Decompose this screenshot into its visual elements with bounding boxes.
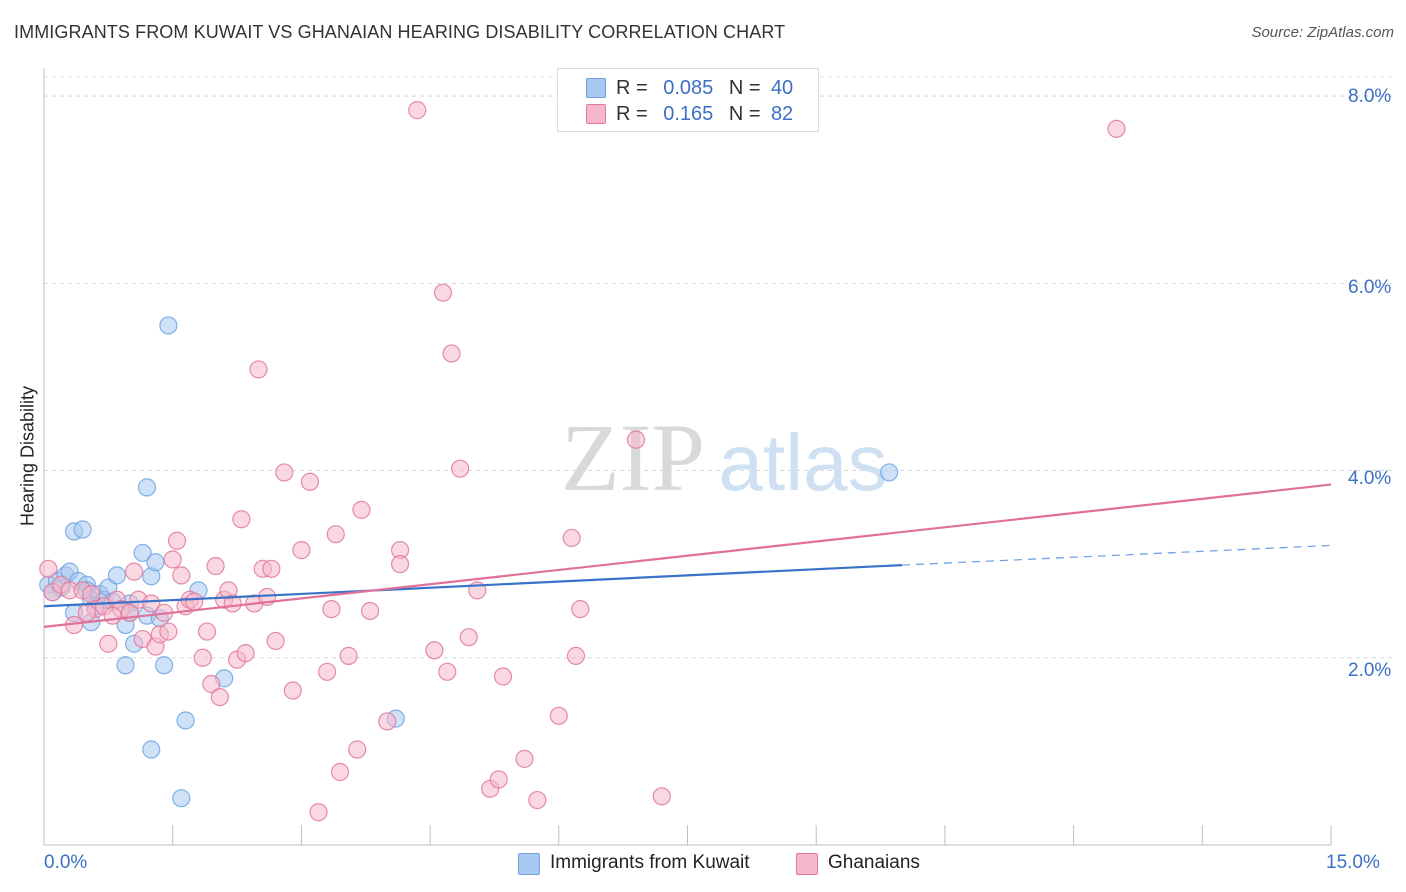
ghanaian-point <box>172 566 191 585</box>
ghanaian-point <box>330 762 350 782</box>
kuwait-point <box>146 553 165 572</box>
ghanaian-point <box>493 667 513 686</box>
ghanaian-point <box>360 601 380 621</box>
ghanaian-point <box>300 472 320 491</box>
legend-swatch-ghanaians <box>586 104 606 124</box>
ghanaian-point <box>528 790 547 810</box>
ghanaian-point <box>390 555 410 574</box>
legend-swatch-kuwait <box>586 78 606 98</box>
bottom-legend-label-ghanaians: Ghanaians <box>828 852 920 873</box>
ghanaian-trend-line <box>43 483 1332 628</box>
kuwait-point <box>159 316 178 335</box>
x-tick-15: 15.0% <box>1326 852 1380 873</box>
ghanaian-point <box>193 648 212 667</box>
kuwait-point <box>142 740 161 759</box>
ghanaian-point <box>309 803 328 822</box>
ghanaian-point <box>77 603 97 622</box>
ghanaian-point <box>459 628 478 647</box>
ghanaian-point <box>326 525 345 544</box>
data-points <box>39 101 1126 822</box>
ghanaian-point <box>322 599 341 619</box>
ghanaian-point <box>185 592 204 611</box>
ghanaian-point <box>197 622 217 641</box>
kuwait-trend-line <box>43 563 903 608</box>
ghanaian-point <box>442 344 461 363</box>
source-credit: Source: ZipAtlas.com <box>1251 24 1394 41</box>
trend-lines <box>43 483 1332 628</box>
ghanaian-point <box>266 631 285 651</box>
ghanaian-point <box>202 674 221 694</box>
ghanaian-point <box>339 646 358 665</box>
ghanaian-point <box>425 641 444 660</box>
watermark-zip: ZIP <box>561 404 705 511</box>
ghanaian-point <box>549 706 568 725</box>
ghanaian-point <box>124 562 144 581</box>
ghanaian-point <box>408 101 427 120</box>
bottom-legend-label-kuwait: Immigrants from Kuwait <box>550 852 750 873</box>
kuwait-point <box>155 656 174 675</box>
ghanaian-point <box>571 599 590 619</box>
ghanaian-point <box>566 646 586 665</box>
ghanaian-point <box>378 712 397 731</box>
ghanaian-point <box>515 749 534 768</box>
kuwait-point <box>176 711 195 730</box>
stats-legend: R = 0.085 N = 40 R = 0.165 N = 82 <box>557 68 819 132</box>
ghanaian-point <box>318 662 337 681</box>
kuwait-point <box>116 656 135 675</box>
gridlines <box>44 76 1392 659</box>
ghanaian-point <box>103 606 122 625</box>
y-tick-4: 4.0% <box>1348 468 1392 489</box>
legend-text-kuwait: R = 0.085 N = 40 <box>616 77 794 99</box>
kuwait-trend-extension <box>901 544 1332 566</box>
bottom-legend-swatch-kuwait <box>518 853 540 875</box>
kuwait-point <box>880 463 899 482</box>
kuwait-point <box>73 520 92 539</box>
ghanaian-point <box>206 556 225 576</box>
x-tick-0: 0.0% <box>44 852 88 873</box>
ghanaian-point <box>210 687 229 707</box>
ghanaian-point <box>626 430 646 449</box>
y-tick-6: 6.0% <box>1348 277 1392 298</box>
ghanaian-point <box>262 559 281 578</box>
ghanaian-point <box>167 531 187 550</box>
legend-text-ghanaians: R = 0.165 N = 82 <box>616 103 794 125</box>
ghanaian-point <box>163 550 182 569</box>
ghanaian-point <box>652 787 671 806</box>
ghanaian-point <box>283 681 302 700</box>
ghanaian-point <box>438 662 457 681</box>
ghanaian-point <box>275 463 294 482</box>
ghanaian-point <box>451 459 470 478</box>
ghanaian-point <box>348 740 367 759</box>
kuwait-point <box>172 789 191 808</box>
ghanaian-point <box>1107 119 1126 138</box>
ghanaian-point <box>433 283 453 302</box>
ghanaian-point <box>236 643 255 663</box>
ghanaian-point <box>39 559 58 578</box>
ghanaian-point <box>82 585 101 604</box>
watermark: ZIP atlas <box>561 404 887 511</box>
ghanaian-point <box>562 528 581 548</box>
ghanaian-point <box>232 510 251 529</box>
ghanaian-point <box>292 541 311 560</box>
ghanaian-point <box>249 360 268 379</box>
ghanaian-point <box>489 770 508 789</box>
kuwait-point <box>133 543 152 563</box>
kuwait-point <box>137 478 157 497</box>
watermark-atlas: atlas <box>719 418 888 507</box>
y-tick-8: 8.0% <box>1348 86 1392 107</box>
ghanaian-point <box>352 500 371 519</box>
bottom-legend-swatch-ghanaians <box>796 853 818 875</box>
y-tick-2: 2.0% <box>1348 660 1392 681</box>
axes <box>43 68 1332 846</box>
ghanaian-point <box>142 594 161 613</box>
chart-title: IMMIGRANTS FROM KUWAIT VS GHANAIAN HEARI… <box>14 22 786 42</box>
ghanaian-point <box>99 634 118 653</box>
kuwait-point <box>107 566 127 585</box>
ghanaian-point <box>159 622 178 641</box>
ghanaian-point <box>223 594 242 613</box>
